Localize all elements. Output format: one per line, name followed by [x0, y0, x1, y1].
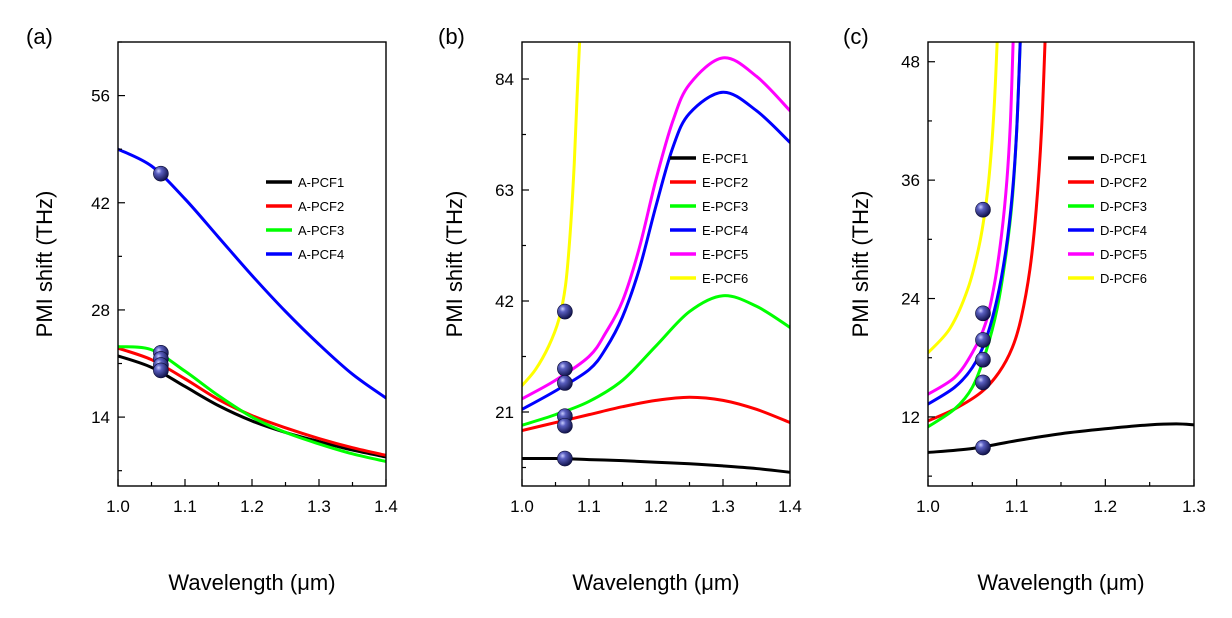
y-tick-label: 28 [91, 301, 110, 320]
legend: D-PCF1 D-PCF2 D-PCF3 D-PCF4 D-PCF5 D-PCF6 [1068, 151, 1147, 286]
plot-frame [927, 41, 1195, 487]
data-marker-4 [975, 351, 991, 368]
x-axis-title: Wavelength (μm) [977, 570, 1144, 595]
x-tick-label: 1.0 [106, 497, 130, 516]
y-tick-label: 24 [901, 290, 920, 309]
data-marker-6 [975, 439, 991, 456]
data-marker-2 [557, 360, 573, 377]
chart-panel-1: 1.0 1.1 1.2 1.3 1.4 14 28 42 56 Wavelength (μm) PM… [26, 24, 398, 595]
legend-entry: A-PCF2 [298, 199, 344, 214]
legend-entry: D-PCF3 [1100, 199, 1147, 214]
y-tick-label: 48 [901, 53, 920, 72]
x-tick-label: 1.0 [510, 497, 534, 516]
y-tick-label: 12 [901, 408, 920, 427]
series-line-4 [522, 90, 790, 411]
data-marker-5 [975, 374, 991, 391]
series-line-2 [928, 42, 1047, 423]
data-marker-5 [153, 362, 169, 379]
y-tick-label: 42 [91, 194, 110, 213]
legend-entry: E-PCF3 [702, 199, 748, 214]
series-line-5 [928, 42, 1015, 396]
legend-entry: D-PCF4 [1100, 223, 1147, 238]
x-tick-label: 1.3 [307, 497, 331, 516]
legend: A-PCF1 A-PCF2 A-PCF3 A-PCF4 [266, 175, 344, 262]
legend-entry: D-PCF1 [1100, 151, 1147, 166]
data-marker-1 [975, 201, 991, 218]
x-axis-title: Wavelength (μm) [168, 570, 335, 595]
y-tick-label: 36 [901, 171, 920, 190]
legend-entry: A-PCF4 [298, 247, 344, 262]
x-tick-label: 1.0 [916, 497, 940, 516]
data-marker-3 [975, 332, 991, 348]
legend-entry: E-PCF6 [702, 271, 748, 286]
panel-label: (a) [26, 24, 53, 49]
x-tick-label: 1.3 [711, 497, 735, 516]
y-tick-label: 56 [91, 87, 110, 106]
legend-entry: E-PCF5 [702, 247, 748, 262]
legend-entry: D-PCF6 [1100, 271, 1147, 286]
legend-entry: D-PCF2 [1100, 175, 1147, 190]
panel-label: (b) [438, 24, 465, 49]
y-tick-label: 14 [91, 408, 110, 427]
x-axis-title: Wavelength (μm) [572, 570, 739, 595]
y-tick-label: 63 [495, 181, 514, 200]
chart-panel-2: 1.0 1.1 1.2 1.3 1.4 21 42 63 84 Wavelength (μm) PM… [438, 24, 802, 595]
legend-entry: E-PCF1 [702, 151, 748, 166]
x-tick-label: 1.2 [1094, 497, 1118, 516]
legend: E-PCF1 E-PCF2 E-PCF3 E-PCF4 E-PCF5 E-PCF6 [670, 151, 748, 286]
data-marker-2 [975, 305, 991, 322]
x-tick-label: 1.1 [173, 497, 197, 516]
data-marker-3 [557, 375, 573, 391]
data-marker-5 [557, 417, 573, 434]
data-marker-6 [557, 450, 573, 467]
y-axis-title: PMI shift (THz) [442, 191, 467, 338]
y-axis-title: PMI shift (THz) [848, 191, 873, 338]
x-tick-label: 1.4 [374, 497, 398, 516]
chart-panel-3: 1.0 1.1 1.2 1.3 12 24 36 48 Wavelength (μm) PMI s… [843, 24, 1206, 595]
legend-entry: A-PCF3 [298, 223, 344, 238]
legend-entry: E-PCF4 [702, 223, 748, 238]
legend-entry: A-PCF1 [298, 175, 344, 190]
x-tick-label: 1.3 [1182, 497, 1206, 516]
data-marker-1 [153, 165, 169, 182]
y-tick-label: 21 [495, 403, 514, 422]
x-tick-label: 1.2 [240, 497, 264, 516]
y-axis-title: PMI shift (THz) [32, 191, 57, 338]
x-tick-label: 1.4 [778, 497, 802, 516]
panel-label: (c) [843, 24, 869, 49]
series-line-1 [928, 422, 1194, 454]
data-marker-1 [557, 303, 573, 320]
x-tick-label: 1.1 [1005, 497, 1029, 516]
legend-entry: D-PCF5 [1100, 247, 1147, 262]
x-tick-label: 1.1 [577, 497, 601, 516]
series-line-6 [928, 42, 999, 355]
series-line-3 [928, 42, 1022, 429]
series-line-5 [522, 56, 790, 401]
legend-entry: E-PCF2 [702, 175, 748, 190]
y-tick-label: 84 [495, 70, 514, 89]
series-line-4 [928, 42, 1022, 406]
series-line-6 [522, 42, 582, 388]
y-tick-label: 42 [495, 292, 514, 311]
x-tick-label: 1.2 [644, 497, 668, 516]
